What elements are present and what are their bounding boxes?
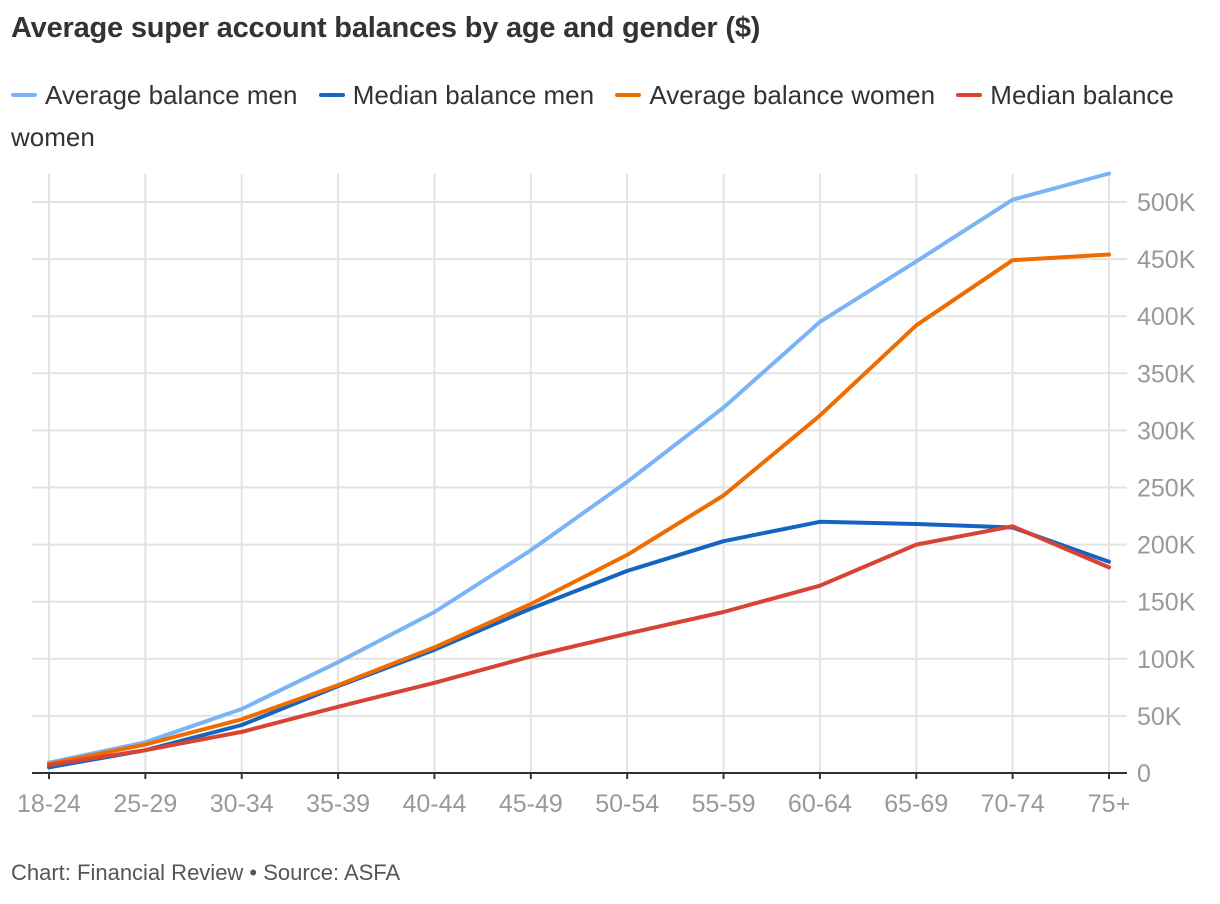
x-tick-label: 55-59 [692,790,756,818]
series-line-0[interactable] [47,171,1111,765]
y-tick-label: 400K [1137,303,1196,331]
axes: 0 50K 100K 150K 200K 250K 300K 350K 400K 450K 500K… [17,189,1196,818]
legend-swatch-average-women [615,93,642,98]
legend-item-median-women[interactable]: Median balance women [11,80,1174,152]
legend-swatch-median-men [318,93,345,98]
y-tick-label: 500K [1137,189,1196,217]
x-tick-label: 50-54 [595,790,659,818]
legend-item-median-men[interactable]: Median balance men [318,80,595,110]
y-tick-label: 300K [1137,417,1196,445]
chart-title: Average super account balances by age an… [11,12,761,44]
legend-label-median-women: Median balance women [11,80,1174,152]
chart-source-footer: Chart: Financial Review • Source: ASFA [11,860,401,885]
series-line-2[interactable] [47,252,1111,766]
legend-item-average-women[interactable]: Average balance women [615,80,935,110]
y-tick-label: 50K [1137,703,1182,731]
x-tick-label: 40-44 [402,790,466,818]
x-tick-label: 70-74 [981,790,1045,818]
legend-swatch-average-men [11,93,37,98]
legend-item-average-men[interactable]: Average balance men [11,80,297,110]
y-tick-label: 150K [1137,589,1196,617]
x-tick-label: 45-49 [499,790,563,818]
x-tick-label: 35-39 [306,790,370,818]
legend-label-average-women: Average balance women [649,80,936,110]
x-tick-label: 18-24 [17,790,81,818]
legend-swatch-median-women [956,93,983,98]
x-tick-label: 65-69 [884,790,948,818]
y-tick-label: 450K [1137,246,1196,274]
legend-label-median-men: Median balance men [352,80,595,110]
y-tick-label: 100K [1137,646,1196,674]
y-tick-label: 200K [1137,532,1196,560]
series-lines [47,171,1111,770]
series-line-3[interactable] [47,524,1111,767]
x-tick-label: 30-34 [210,790,274,818]
legend: Average balance men Median balance men A… [11,74,1206,158]
y-tick-label: 0 [1137,760,1151,788]
x-tick-label: 25-29 [113,790,177,818]
x-tick-label: 75+ [1088,790,1130,818]
legend-label-average-men: Average balance men [45,80,298,110]
x-tick-label: 60-64 [788,790,852,818]
y-tick-label: 250K [1137,475,1196,503]
series-line-1[interactable] [47,519,1111,770]
gridlines [32,173,1127,773]
y-tick-label: 350K [1137,360,1196,388]
